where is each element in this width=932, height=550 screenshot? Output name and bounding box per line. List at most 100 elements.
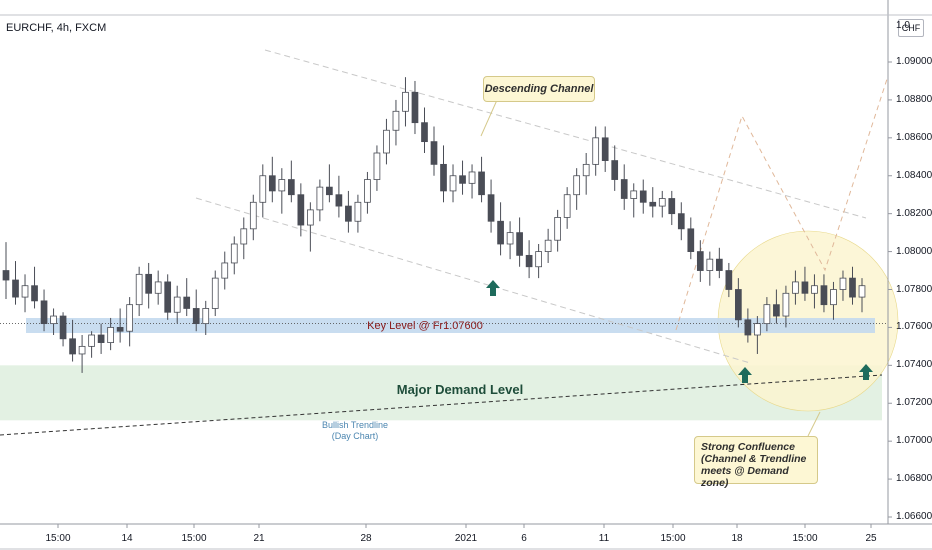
candle-body <box>173 296 181 313</box>
channel-callout-pointer <box>480 99 498 137</box>
candle-body <box>563 194 571 218</box>
candle-body <box>763 304 771 325</box>
candle-body <box>135 273 143 306</box>
y-tick-label: 1.08800 <box>896 93 932 105</box>
trendline-label: Bullish Trendline (Day Chart) <box>321 420 389 441</box>
candle-body <box>820 285 828 306</box>
candle-body <box>620 179 628 199</box>
candle-body <box>183 296 191 309</box>
candle-body <box>335 194 343 207</box>
currency-badge[interactable]: CHF <box>898 19 924 37</box>
candle-body <box>677 213 685 230</box>
y-tick-label: 1.06800 <box>896 473 932 485</box>
arrows-layer <box>486 280 873 383</box>
y-tick-label: 1.08200 <box>896 207 932 219</box>
candle-body <box>164 281 172 313</box>
candle-body <box>611 160 619 180</box>
symbol-title: EURCHF, 4h, FXCM <box>6 22 107 34</box>
y-tick-label: 1.08600 <box>896 131 932 143</box>
candle-body <box>468 171 476 184</box>
y-tick-label: 1.08400 <box>896 169 932 181</box>
y-tick-label-partial: 1.0 <box>896 20 910 31</box>
candle-body <box>706 258 714 271</box>
candle-body <box>668 198 676 215</box>
y-tick-label: 1.07400 <box>896 359 932 371</box>
demand-zone <box>0 365 882 421</box>
candle-body <box>78 345 86 355</box>
candle-body <box>402 91 409 112</box>
candle-body <box>21 285 29 298</box>
candle-body <box>658 198 666 207</box>
candle-body <box>792 281 799 294</box>
candle-body <box>345 205 352 222</box>
candle-body <box>268 175 276 192</box>
candle-body <box>202 308 210 325</box>
candle-body <box>69 338 76 355</box>
candle-body <box>582 163 590 177</box>
y-tick-label: 1.07600 <box>896 321 932 333</box>
candle-body <box>459 175 466 184</box>
x-tick-label: 25 <box>865 533 877 544</box>
candle-body <box>858 285 866 298</box>
candle-body <box>773 304 780 317</box>
up-arrow-icon <box>859 364 873 380</box>
candle-body <box>535 251 542 268</box>
candle-body <box>573 175 581 196</box>
candle-body <box>715 258 723 271</box>
candle-body <box>240 228 248 245</box>
bullish-trendline <box>0 374 883 436</box>
candle-body <box>278 179 286 192</box>
x-tick-label: 15:00 <box>45 533 71 544</box>
key-level-label: Key Level @ Fr1.07600 <box>367 320 483 332</box>
candle-body <box>259 175 267 203</box>
candle-body <box>40 300 48 325</box>
candle-body <box>592 137 600 165</box>
candle-body <box>297 194 305 226</box>
candle-body <box>725 270 733 290</box>
candle-body <box>497 220 504 245</box>
candles-layer <box>2 77 866 373</box>
candle-body <box>364 179 371 203</box>
candle-body <box>811 285 818 294</box>
up-arrow-icon <box>738 367 752 383</box>
candle-body <box>126 304 133 332</box>
candle-body <box>116 327 124 332</box>
y-tick-label: 1.08000 <box>896 245 932 257</box>
confluence-callout-pointer <box>807 411 821 437</box>
candle-body <box>735 289 742 321</box>
x-tick-label: 14 <box>121 533 133 544</box>
candle-body <box>88 334 95 347</box>
candle-body <box>744 319 752 336</box>
candle-body <box>554 217 561 241</box>
candle-body <box>449 175 457 192</box>
x-tick-label: 28 <box>360 533 372 544</box>
candle-body <box>478 171 485 196</box>
candle-body <box>601 137 609 161</box>
descending-channel-callout: Descending Channel <box>483 76 595 102</box>
channel-lower-line <box>195 197 751 364</box>
y-tick-label: 1.07000 <box>896 435 932 447</box>
candle-body <box>830 289 837 306</box>
candle-body <box>649 201 657 207</box>
candle-body <box>59 315 67 340</box>
candle-body <box>630 190 638 199</box>
candle-body <box>107 327 114 343</box>
candle-body <box>145 273 153 294</box>
x-tick-label: 2021 <box>454 533 478 544</box>
candle-body <box>516 232 523 256</box>
candle-body <box>211 277 219 309</box>
confluence-callout: Strong Confluence (Channel & Trendline m… <box>694 436 818 489</box>
candle-body <box>544 239 552 252</box>
candle-body <box>411 91 419 124</box>
candle-body <box>849 277 856 298</box>
y-tick-label: 1.06600 <box>896 511 932 522</box>
candle-body <box>687 228 695 252</box>
x-tick-label: 15:00 <box>181 533 207 544</box>
candle-body <box>506 232 514 245</box>
candle-body <box>2 270 10 281</box>
candle-body <box>383 129 390 154</box>
candle-body <box>307 209 314 226</box>
candle-body <box>754 323 761 336</box>
